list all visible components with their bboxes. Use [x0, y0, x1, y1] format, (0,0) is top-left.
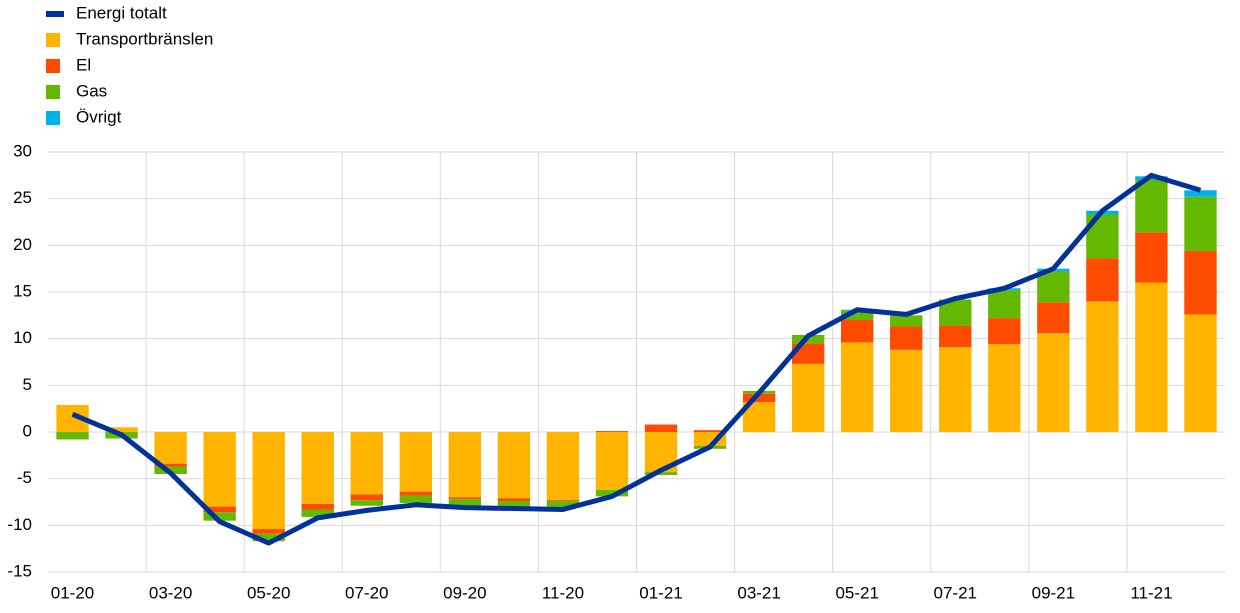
bar [939, 325, 972, 348]
bar [252, 529, 285, 534]
bar [1184, 196, 1217, 251]
bar [301, 509, 334, 517]
bar [644, 472, 678, 475]
bar [742, 393, 776, 403]
bar [56, 432, 89, 440]
bar [154, 463, 187, 467]
y-tick-label: 25 [13, 188, 32, 207]
x-tick-label: 03-21 [737, 583, 780, 602]
bar [988, 344, 1021, 432]
y-tick-label: -15 [7, 561, 32, 580]
bar [350, 494, 383, 501]
bar [693, 430, 727, 432]
bar [448, 497, 482, 500]
legend-swatch [46, 111, 60, 125]
bar [1037, 302, 1070, 334]
legend-label: Övrigt [76, 107, 122, 126]
bar [301, 432, 334, 504]
legend-swatch [46, 85, 60, 99]
bar [546, 501, 580, 508]
bar [1135, 232, 1168, 283]
bar [890, 315, 923, 327]
bar [497, 501, 531, 508]
bar [595, 489, 629, 497]
bar [350, 500, 383, 506]
x-tick-label: 07-20 [345, 583, 388, 602]
bar [252, 432, 285, 530]
bar [1086, 301, 1119, 432]
bar [1184, 250, 1217, 315]
x-tick-label: 05-20 [247, 583, 290, 602]
bar [595, 432, 629, 490]
bar [448, 499, 482, 506]
bar [1135, 282, 1168, 432]
x-tick-label: 03-20 [149, 583, 192, 602]
y-tick-label: 15 [13, 281, 32, 300]
x-tick-label: 01-21 [639, 583, 682, 602]
x-tick-label: 07-21 [934, 583, 977, 602]
legend-swatch [46, 33, 60, 47]
legend-label: Transportbränslen [76, 29, 213, 48]
bar [203, 432, 236, 507]
bar [497, 498, 531, 502]
bar [1037, 333, 1070, 432]
x-tick-label: 05-21 [835, 583, 878, 602]
bar [399, 495, 432, 503]
bar [939, 347, 972, 432]
bar [841, 310, 874, 320]
bar [350, 432, 383, 495]
x-tick-label: 01-20 [51, 583, 94, 602]
x-tick-label: 09-20 [443, 583, 486, 602]
bar [105, 427, 138, 432]
bar [1037, 271, 1070, 303]
bar [448, 432, 482, 498]
bar [203, 506, 236, 513]
legend-line [46, 11, 64, 17]
bar [497, 432, 531, 499]
bar [301, 503, 334, 510]
bar [1135, 180, 1168, 233]
legend-label: Energi totalt [76, 3, 167, 22]
x-tick-label: 11-20 [542, 583, 584, 602]
y-tick-label: 20 [13, 235, 32, 254]
bar [841, 342, 874, 432]
bar [546, 432, 580, 501]
bar [988, 318, 1021, 345]
bar [399, 491, 432, 496]
bar [546, 500, 580, 502]
bar [890, 326, 923, 350]
bar [203, 512, 236, 521]
y-tick-label: 5 [23, 375, 32, 394]
bar [1184, 190, 1217, 197]
bar [154, 432, 187, 464]
bar [1086, 258, 1119, 302]
bar [988, 290, 1021, 319]
y-tick-label: 10 [13, 328, 32, 347]
bar [791, 363, 825, 432]
bar [644, 424, 678, 432]
x-tick-label: 11-21 [1130, 583, 1172, 602]
legend-swatch [46, 59, 60, 73]
bar [252, 533, 285, 542]
legend-label: El [76, 55, 91, 74]
bar [841, 320, 874, 343]
y-tick-label: -5 [17, 468, 32, 487]
bar [399, 432, 432, 492]
y-tick-label: 30 [13, 141, 32, 160]
bar [595, 431, 629, 432]
line [71, 172, 1202, 546]
x-tick-label: 09-21 [1032, 583, 1075, 602]
bar [1184, 314, 1217, 432]
y-tick-label: 0 [23, 421, 32, 440]
y-tick-label: -10 [7, 515, 32, 534]
legend-label: Gas [76, 81, 107, 100]
bar [890, 349, 923, 432]
